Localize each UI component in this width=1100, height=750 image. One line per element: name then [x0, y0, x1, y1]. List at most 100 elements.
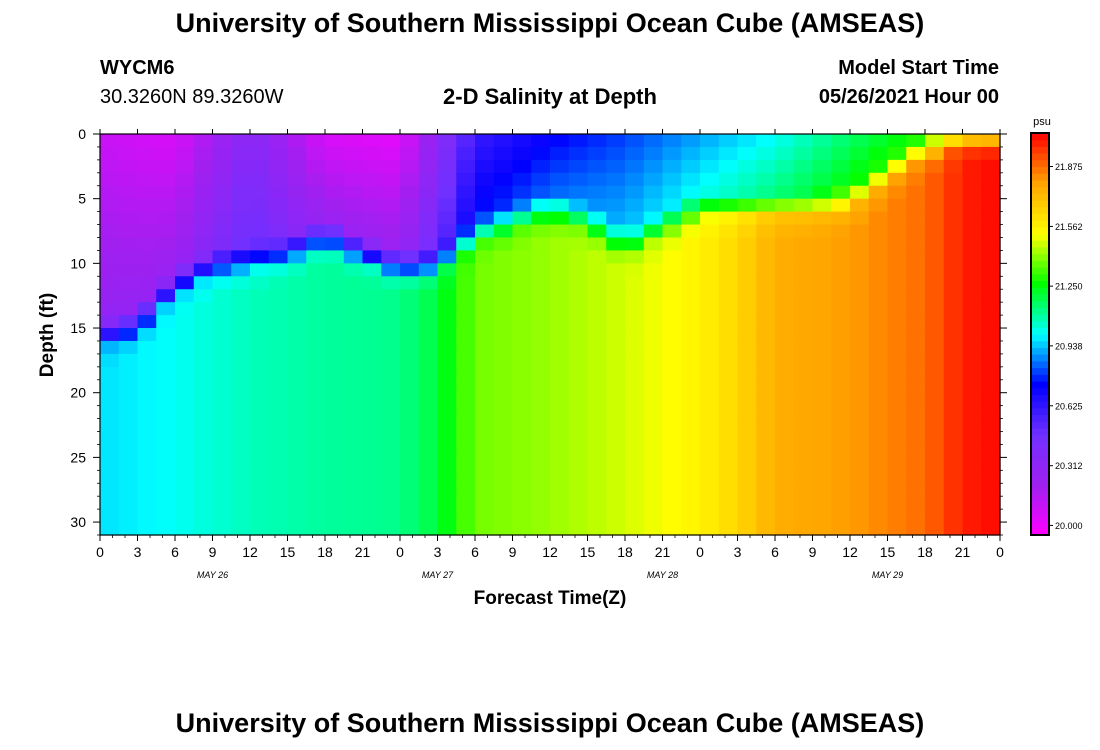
heatmap-cell	[325, 224, 345, 239]
heatmap-cell	[775, 457, 795, 471]
heatmap-cell	[643, 198, 664, 213]
heatmap-cell	[737, 328, 757, 342]
heatmap-cell	[981, 496, 1001, 510]
heatmap-cell	[887, 185, 907, 200]
heatmap-cell	[493, 496, 514, 510]
heatmap-cell	[343, 379, 364, 394]
heatmap-cell	[437, 237, 457, 252]
heatmap-cell	[962, 276, 982, 290]
heatmap-cell	[418, 263, 439, 277]
heatmap-cell	[475, 496, 495, 510]
heatmap-cell	[362, 224, 382, 239]
heatmap-cell	[981, 353, 1001, 368]
heatmap-cell	[325, 328, 345, 342]
heatmap-cell	[662, 250, 682, 264]
heatmap-cell	[775, 444, 795, 458]
heatmap-cell	[531, 366, 551, 381]
heatmap-cell	[587, 379, 607, 394]
heatmap-cell	[193, 418, 214, 433]
heatmap-cell	[475, 159, 495, 174]
heatmap-cell	[231, 302, 251, 316]
heatmap-cell	[231, 159, 251, 174]
heatmap-cell	[493, 263, 514, 277]
heatmap-cell	[325, 379, 345, 394]
heatmap-cell	[118, 250, 139, 264]
heatmap-cell	[812, 483, 832, 497]
heatmap-cell	[531, 211, 551, 226]
colorbar: 20.00020.31220.62520.93821.25021.56221.8…	[1030, 132, 1083, 536]
heatmap-cell	[887, 418, 907, 433]
heatmap-cell	[156, 496, 176, 510]
heatmap-cell	[625, 315, 645, 329]
colorbar-tick-label: 20.625	[1055, 401, 1083, 411]
heatmap-cell	[343, 198, 364, 213]
heatmap-cell	[137, 340, 157, 355]
heatmap-cell	[962, 250, 982, 264]
heatmap-cell	[925, 340, 945, 355]
heatmap-cell	[493, 509, 514, 523]
heatmap-cell	[868, 418, 889, 433]
heatmap-cell	[775, 366, 795, 381]
heatmap-cell	[643, 172, 664, 187]
heatmap-cell	[887, 457, 907, 471]
heatmap-cell	[156, 366, 176, 381]
heatmap-cell	[231, 509, 251, 523]
heatmap-cell	[493, 134, 514, 148]
colorbar-segment	[1031, 300, 1049, 308]
heatmap-cell	[231, 483, 251, 497]
heatmap-cell	[775, 302, 795, 316]
heatmap-cell	[400, 315, 420, 329]
colorbar-segment	[1031, 380, 1049, 389]
heatmap-cell	[231, 379, 251, 394]
heatmap-cell	[512, 340, 532, 355]
heatmap-cell	[550, 340, 570, 355]
heatmap-cell	[287, 509, 307, 523]
day-label: MAY 26	[197, 570, 228, 580]
heatmap-cell	[906, 340, 926, 355]
heatmap-cell	[175, 457, 195, 471]
heatmap-cell	[231, 366, 251, 381]
colorbar-segment	[1031, 287, 1049, 295]
heatmap-cell	[868, 392, 889, 407]
heatmap-cell	[175, 211, 195, 226]
heatmap-cell	[812, 418, 832, 433]
heatmap-cell	[306, 172, 326, 187]
heatmap-cell	[381, 522, 401, 536]
heatmap-cell	[306, 185, 326, 200]
heatmap-cell	[100, 340, 120, 355]
heatmap-cell	[625, 340, 645, 355]
heatmap-cell	[531, 418, 551, 433]
heatmap-cell	[512, 159, 532, 174]
colorbar-tick-label: 21.562	[1055, 222, 1083, 232]
heatmap-cell	[175, 340, 195, 355]
heatmap-cell	[475, 392, 495, 407]
colorbar-segment	[1031, 488, 1049, 496]
heatmap-cell	[156, 431, 176, 446]
heatmap-cell	[793, 315, 814, 329]
heatmap-cell	[643, 185, 664, 200]
heatmap-cell	[756, 263, 776, 277]
heatmap-cell	[193, 366, 214, 381]
heatmap-cell	[456, 509, 476, 523]
heatmap-cell	[568, 366, 589, 381]
heatmap-cell	[137, 509, 157, 523]
x-tick-label: 0	[696, 544, 704, 560]
heatmap-cell	[681, 509, 701, 523]
heatmap-cell	[737, 185, 757, 200]
heatmap-cell	[962, 263, 982, 277]
heatmap-cell	[118, 276, 139, 290]
colorbar-segment	[1031, 407, 1049, 415]
heatmap-cell	[775, 328, 795, 342]
heatmap-cell	[250, 405, 270, 420]
heatmap-cell	[943, 353, 964, 368]
heatmap-cell	[250, 237, 270, 252]
heatmap-cell	[868, 431, 889, 446]
heatmap-cell	[887, 198, 907, 213]
heatmap-cell	[793, 353, 814, 368]
heatmap-cell	[587, 405, 607, 420]
heatmap-cell	[700, 302, 720, 316]
heatmap-cell	[643, 353, 664, 368]
heatmap-cell	[718, 340, 739, 355]
heatmap-cell	[512, 276, 532, 290]
